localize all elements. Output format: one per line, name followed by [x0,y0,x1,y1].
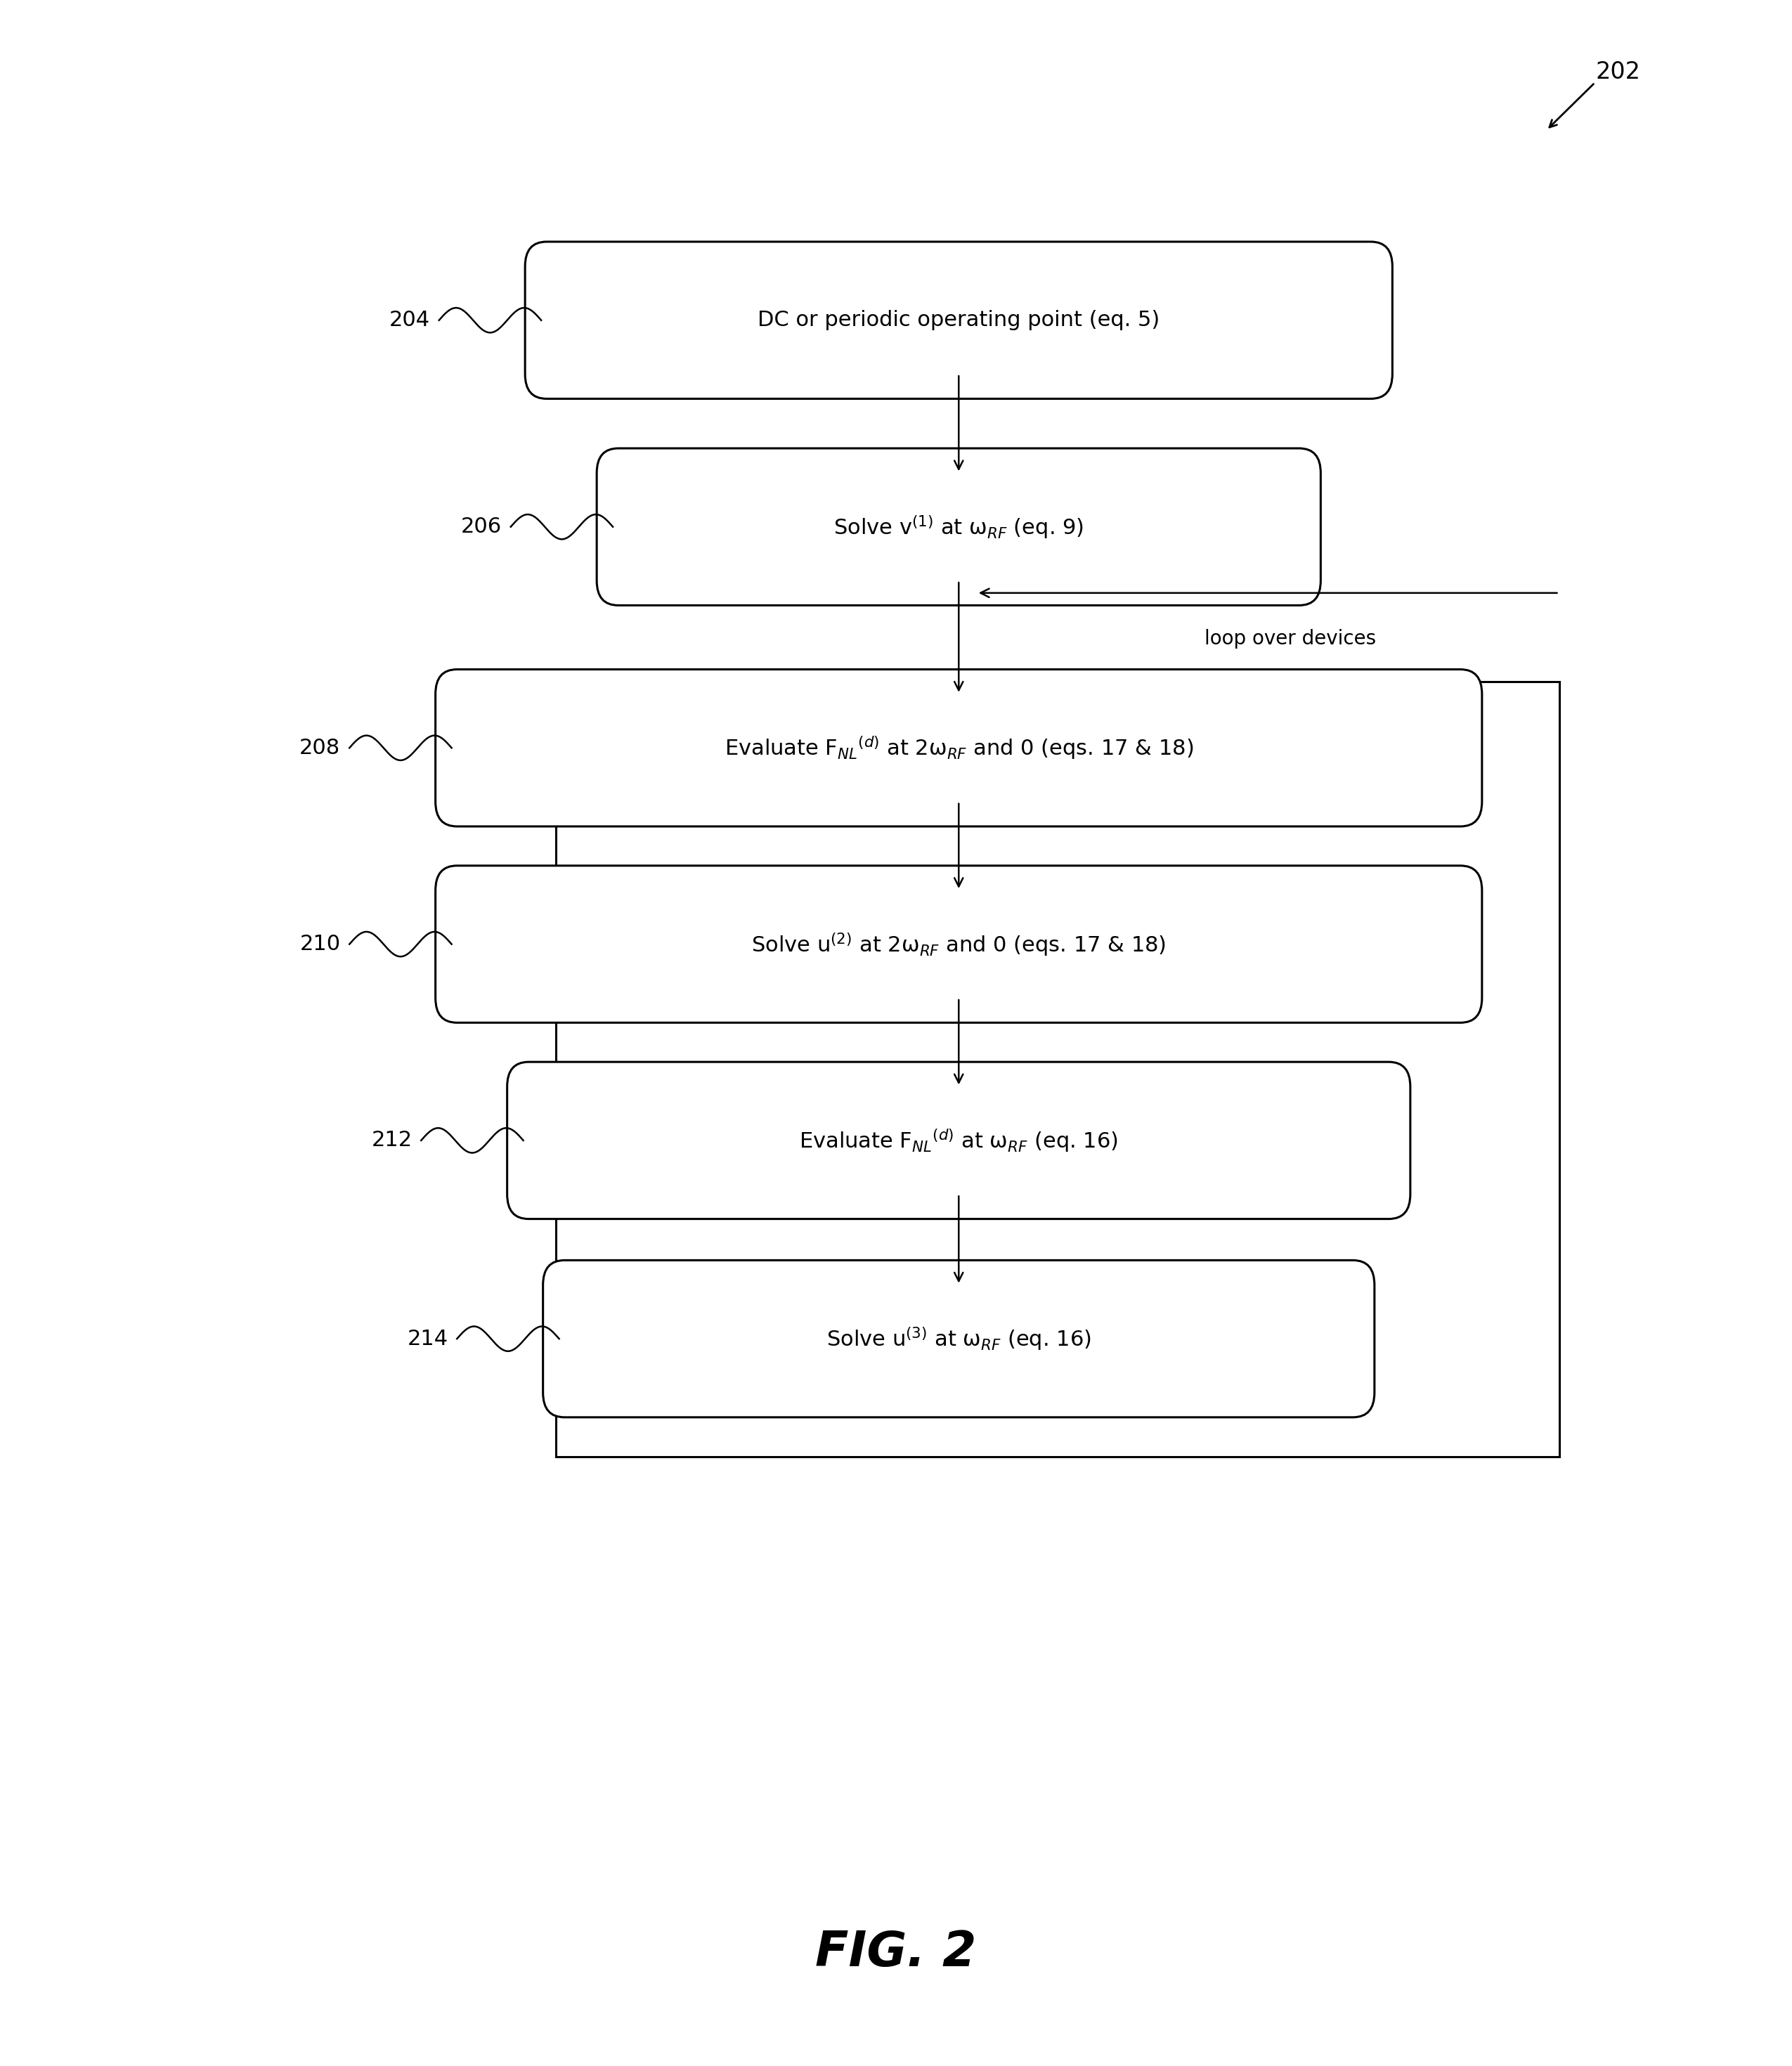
Bar [556,682,1559,1457]
Text: FIG. 2: FIG. 2 [815,1930,977,1975]
FancyBboxPatch shape [543,1260,1374,1417]
Text: Solve v$^{(1)}$ at ω$_{RF}$ (eq. 9): Solve v$^{(1)}$ at ω$_{RF}$ (eq. 9) [833,514,1084,539]
FancyBboxPatch shape [507,1062,1410,1219]
FancyBboxPatch shape [435,669,1482,826]
Text: Evaluate F$_{NL}$$^{(d)}$ at 2ω$_{RF}$ and 0 (eqs. 17 & 18): Evaluate F$_{NL}$$^{(d)}$ at 2ω$_{RF}$ a… [724,735,1193,760]
Text: 214: 214 [407,1328,448,1349]
Text: 208: 208 [299,738,340,758]
Text: Solve u$^{(3)}$ at ω$_{RF}$ (eq. 16): Solve u$^{(3)}$ at ω$_{RF}$ (eq. 16) [826,1326,1091,1351]
FancyBboxPatch shape [435,866,1482,1023]
Text: 204: 204 [389,310,430,331]
Text: DC or periodic operating point (eq. 5): DC or periodic operating point (eq. 5) [758,310,1159,331]
Text: Evaluate F$_{NL}$$^{(d)}$ at ω$_{RF}$ (eq. 16): Evaluate F$_{NL}$$^{(d)}$ at ω$_{RF}$ (e… [799,1128,1118,1153]
FancyBboxPatch shape [597,448,1321,605]
Text: loop over devices: loop over devices [1204,628,1376,649]
Text: 212: 212 [371,1130,412,1151]
Text: 206: 206 [461,516,502,537]
Text: 210: 210 [299,934,340,954]
Text: Solve u$^{(2)}$ at 2ω$_{RF}$ and 0 (eqs. 17 & 18): Solve u$^{(2)}$ at 2ω$_{RF}$ and 0 (eqs.… [751,932,1167,957]
FancyBboxPatch shape [525,242,1392,399]
Text: 202: 202 [1595,60,1641,85]
